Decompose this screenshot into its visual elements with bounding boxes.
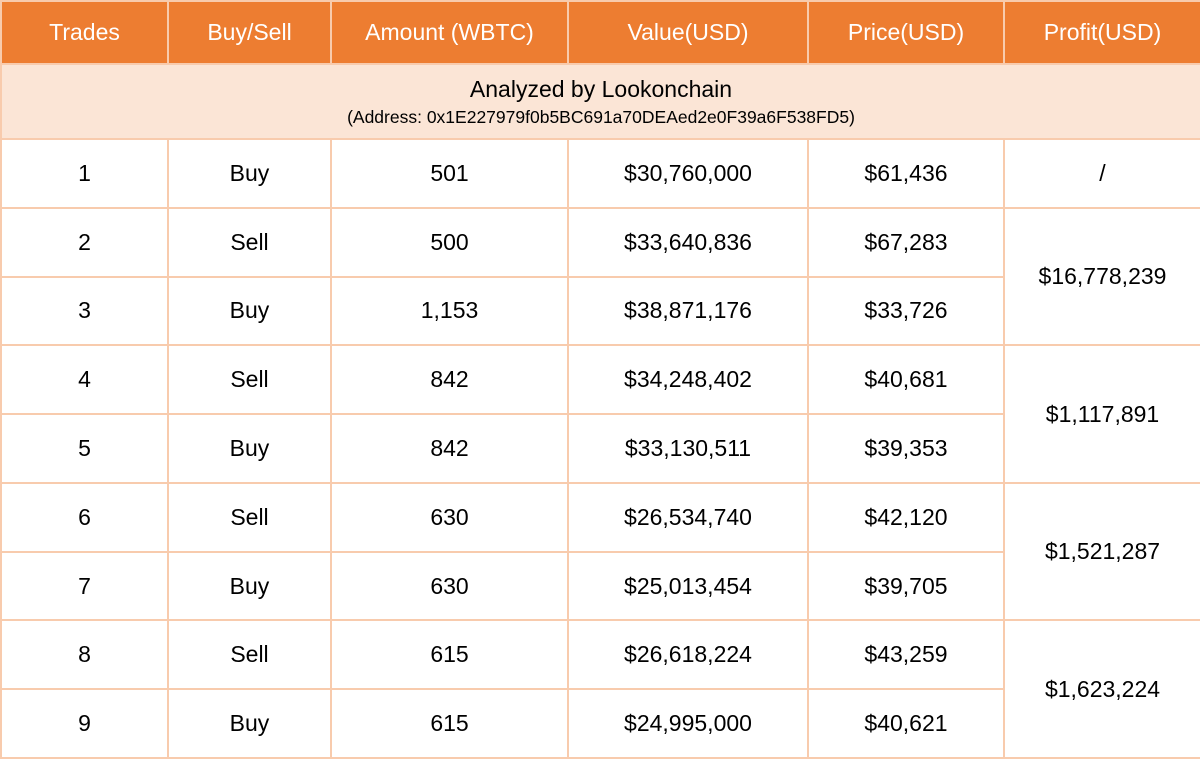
cell-price: $40,681 bbox=[807, 344, 1005, 416]
cell-value: $38,871,176 bbox=[567, 275, 809, 347]
cell-value: $24,995,000 bbox=[567, 688, 809, 759]
column-header-profit: Profit(USD) bbox=[1003, 0, 1200, 65]
cell-trade-number: 8 bbox=[0, 619, 169, 691]
table-row: 4 Sell 842 $34,248,402 $40,681 $1,117,89… bbox=[0, 344, 1200, 484]
cell-trade-number: 9 bbox=[0, 688, 169, 759]
cell-amount: 501 bbox=[330, 138, 569, 209]
cell-amount: 1,153 bbox=[330, 275, 569, 347]
cell-buy-sell: Sell bbox=[167, 206, 332, 278]
cell-amount: 630 bbox=[330, 481, 569, 553]
table-row: 7 Buy 630 $25,013,454 $39,705 bbox=[0, 550, 1200, 622]
cell-buy-sell: Sell bbox=[167, 344, 332, 416]
cell-value: $33,130,511 bbox=[567, 413, 809, 484]
cell-profit-merged: $1,117,891 bbox=[1003, 344, 1200, 484]
analysis-banner-row: Analyzed by Lookonchain (Address: 0x1E22… bbox=[0, 62, 1200, 141]
cell-amount: 842 bbox=[330, 413, 569, 484]
analysis-title: Analyzed by Lookonchain bbox=[469, 76, 733, 103]
cell-amount: 842 bbox=[330, 344, 569, 416]
cell-buy-sell: Buy bbox=[167, 550, 332, 622]
cell-value: $30,760,000 bbox=[567, 138, 809, 209]
table-header-row: Trades Buy/Sell Amount (WBTC) Value(USD)… bbox=[0, 0, 1200, 65]
table-row: 8 Sell 615 $26,618,224 $43,259 $1,623,22… bbox=[0, 619, 1200, 759]
cell-value: $26,534,740 bbox=[567, 481, 809, 553]
column-header-price: Price(USD) bbox=[807, 0, 1005, 65]
cell-profit-merged: $1,623,224 bbox=[1003, 619, 1200, 759]
column-header-buy-sell: Buy/Sell bbox=[167, 0, 332, 65]
cell-price: $42,120 bbox=[807, 481, 1005, 553]
cell-amount: 615 bbox=[330, 619, 569, 691]
cell-price: $67,283 bbox=[807, 206, 1005, 278]
cell-trade-number: 3 bbox=[0, 275, 169, 347]
cell-trade-number: 5 bbox=[0, 413, 169, 484]
cell-buy-sell: Sell bbox=[167, 619, 332, 691]
column-header-value: Value(USD) bbox=[567, 0, 809, 65]
table-row: 9 Buy 615 $24,995,000 $40,621 bbox=[0, 688, 1200, 759]
cell-amount: 500 bbox=[330, 206, 569, 278]
cell-price: $33,726 bbox=[807, 275, 1005, 347]
cell-trade-number: 6 bbox=[0, 481, 169, 553]
cell-price: $39,705 bbox=[807, 550, 1005, 622]
cell-value: $25,013,454 bbox=[567, 550, 809, 622]
table-row: 3 Buy 1,153 $38,871,176 $33,726 bbox=[0, 275, 1200, 347]
cell-profit-merged: $1,521,287 bbox=[1003, 481, 1200, 622]
cell-buy-sell: Buy bbox=[167, 413, 332, 484]
cell-profit: / bbox=[1003, 138, 1200, 209]
cell-price: $43,259 bbox=[807, 619, 1005, 691]
table-row: 2 Sell 500 $33,640,836 $67,283 $16,778,2… bbox=[0, 206, 1200, 347]
cell-amount: 615 bbox=[330, 688, 569, 759]
cell-trade-number: 4 bbox=[0, 344, 169, 416]
table-row: 5 Buy 842 $33,130,511 $39,353 bbox=[0, 413, 1200, 484]
cell-trade-number: 2 bbox=[0, 206, 169, 278]
cell-value: $26,618,224 bbox=[567, 619, 809, 691]
cell-trade-number: 1 bbox=[0, 138, 169, 209]
cell-price: $39,353 bbox=[807, 413, 1005, 484]
cell-price: $61,436 bbox=[807, 138, 1005, 209]
analysis-address: (Address: 0x1E227979f0b5BC691a70DEAed2e0… bbox=[347, 106, 855, 127]
cell-price: $40,621 bbox=[807, 688, 1005, 759]
cell-amount: 630 bbox=[330, 550, 569, 622]
table-row: 1 Buy 501 $30,760,000 $61,436 / bbox=[0, 138, 1200, 209]
cell-buy-sell: Sell bbox=[167, 481, 332, 553]
analysis-banner-cell: Analyzed by Lookonchain (Address: 0x1E22… bbox=[0, 62, 1200, 141]
cell-trade-number: 7 bbox=[0, 550, 169, 622]
cell-value: $33,640,836 bbox=[567, 206, 809, 278]
table-row: 6 Sell 630 $26,534,740 $42,120 $1,521,28… bbox=[0, 481, 1200, 622]
column-header-amount: Amount (WBTC) bbox=[330, 0, 569, 65]
cell-profit-merged: $16,778,239 bbox=[1003, 206, 1200, 347]
cell-buy-sell: Buy bbox=[167, 138, 332, 209]
cell-value: $34,248,402 bbox=[567, 344, 809, 416]
cell-buy-sell: Buy bbox=[167, 275, 332, 347]
column-header-trades: Trades bbox=[0, 0, 169, 65]
cell-buy-sell: Buy bbox=[167, 688, 332, 759]
